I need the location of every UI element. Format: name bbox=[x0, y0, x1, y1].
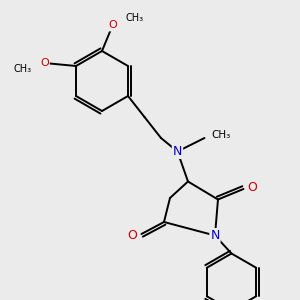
Text: CH₃: CH₃ bbox=[14, 64, 32, 74]
Text: O: O bbox=[248, 181, 257, 194]
Text: O: O bbox=[40, 58, 49, 68]
Text: CH₃: CH₃ bbox=[212, 130, 231, 140]
Text: N: N bbox=[210, 229, 220, 242]
Text: N: N bbox=[173, 145, 182, 158]
Text: CH₃: CH₃ bbox=[125, 13, 143, 23]
Text: O: O bbox=[128, 229, 137, 242]
Text: O: O bbox=[108, 20, 117, 31]
